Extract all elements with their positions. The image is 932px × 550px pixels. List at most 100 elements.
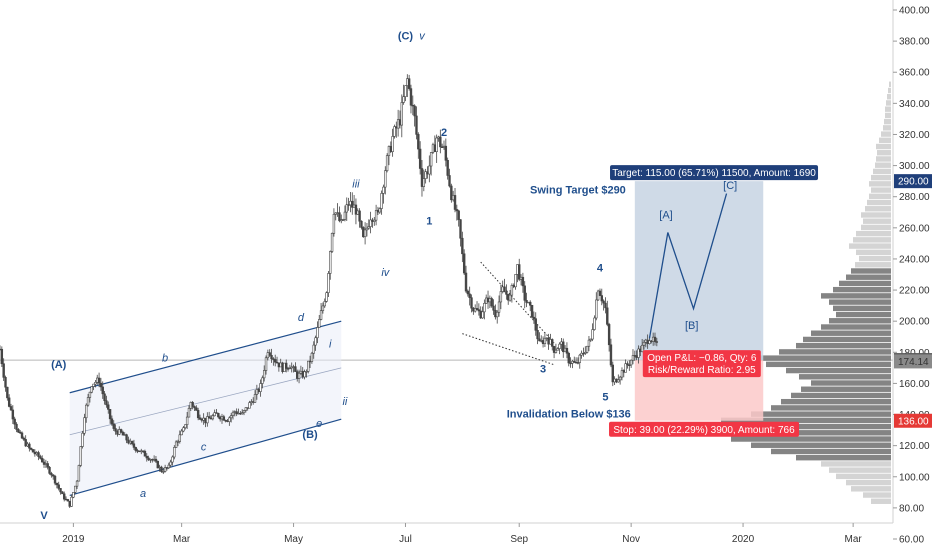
candle-body [527,301,530,304]
volume-profile-bar [731,436,891,442]
candle-body [334,212,337,215]
candle-body [209,417,213,420]
candle-body [29,447,33,450]
candle-body [446,160,449,176]
target-label-box [610,165,819,181]
candle-body [321,305,325,311]
volume-profile-bar [889,81,891,87]
volume-profile-bar [871,174,891,181]
candle-body [224,419,227,422]
candle-body [165,467,169,469]
candle-body [338,212,341,222]
volume-profile-bar [886,100,891,106]
volume-profile-bar [751,411,891,417]
candle-body [525,300,528,303]
candle-body [70,496,73,507]
candle-body [565,347,569,354]
candle-body [549,339,552,345]
candle-body [574,361,578,364]
candle-body [330,232,334,252]
candle-body [64,498,68,501]
candle-body [31,449,35,453]
candle-body [101,386,104,395]
candle-body [462,253,466,274]
volume-profile-bar [833,286,891,293]
candle-body [578,354,581,363]
y-tick-label: 80.00 [899,503,924,514]
price-label-box [894,354,932,369]
candle-body [510,284,514,296]
candle-body [448,175,451,187]
candle-body [215,412,218,414]
candle-body [281,362,284,372]
candle-body [556,348,559,351]
candle-body [162,471,165,473]
volume-profile-bar [885,112,891,119]
volume-profile-bar [853,237,891,243]
candle-body [218,416,222,420]
y-tick-label: 360.00 [899,68,930,79]
candle-body [492,305,495,311]
candle-body [132,443,136,448]
candle-body [569,362,572,365]
candle-body [629,359,633,366]
volume-profile-bar [801,386,891,392]
candle-body [582,352,585,355]
target-zone [634,181,764,361]
candle-body [587,339,591,347]
candle-body [424,171,427,179]
volume-profile-bar [867,199,891,206]
candle-body [2,363,5,378]
upper-channel-line [69,320,342,394]
candle-body [655,341,659,343]
candle-body [20,432,24,439]
candle-body [422,178,426,187]
wave-label: [C] [723,180,737,192]
candle-body [77,465,81,482]
candle-body [417,134,420,150]
candle-body [486,297,490,303]
candle-body [613,378,616,383]
volume-profile-bar [791,392,891,399]
candle-body [116,430,119,435]
candle-body [378,208,381,213]
candle-body [251,401,255,403]
candle-body [611,364,614,383]
volume-profile-bar [855,262,891,268]
candle-body [481,311,484,319]
candle-body [275,361,279,364]
candle-body [345,204,348,213]
candle-body [648,340,651,345]
wave-label: [A] [659,209,672,221]
candle-body [363,229,367,238]
candle-body [74,485,77,493]
candle-body [514,274,517,288]
middle-channel-line [69,367,342,436]
candle-body [277,362,281,368]
candle-body [341,219,345,221]
y-tick-label: 120.00 [899,441,930,452]
candle-body [127,439,130,444]
candle-body [497,301,501,313]
candle-body [283,362,286,372]
candle-body [169,461,172,466]
candle-body [461,237,464,255]
candle-body [429,152,433,167]
candle-body [343,211,347,220]
candle-body [362,227,365,238]
candle-body [182,427,185,432]
volume-profile-bar [861,212,891,218]
volume-profile-bar [879,137,891,144]
candle-body [48,466,51,474]
price-label-box [894,174,932,189]
candle-body [340,219,343,222]
volume-profile-bar [796,342,891,349]
volume-profile-bar [836,311,891,318]
candle-body [288,367,292,370]
candle-body [472,307,475,312]
candle-body [503,286,506,293]
candle-body [72,492,75,498]
candle-body [11,409,15,420]
candle-body [138,450,141,453]
